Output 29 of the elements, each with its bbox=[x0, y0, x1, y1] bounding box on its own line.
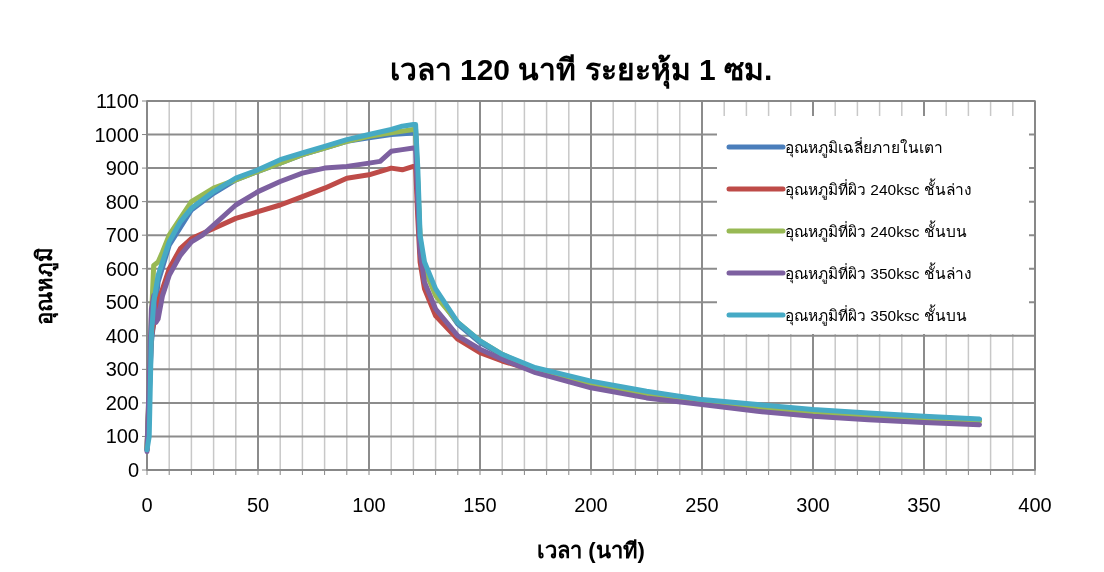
y-tick-label: 800 bbox=[105, 190, 139, 213]
y-tick-label: 100 bbox=[105, 425, 139, 448]
y-tick-label: 900 bbox=[105, 157, 139, 180]
y-tick-label: 500 bbox=[105, 291, 139, 314]
y-tick-label: 600 bbox=[105, 257, 139, 280]
x-tick-label: 50 bbox=[246, 494, 270, 516]
y-tick-label: 300 bbox=[105, 358, 139, 381]
x-tick-label: 150 bbox=[463, 494, 497, 516]
y-tick-label: 1000 bbox=[94, 123, 139, 146]
y-tick-label: 700 bbox=[105, 224, 139, 247]
y-tick-label: 400 bbox=[105, 324, 139, 347]
x-tick-label: 100 bbox=[352, 494, 386, 516]
chart-title: เวลา 120 นาที ระยะหุ้ม 1 ซม. bbox=[389, 53, 773, 89]
y-tick-label: 1100 bbox=[95, 90, 139, 112]
legend-label: อุณหภูมิที่ผิว 350ksc ชั้นบน bbox=[785, 304, 967, 326]
x-tick-label: 350 bbox=[907, 494, 941, 516]
x-tick-label: 400 bbox=[1018, 494, 1052, 516]
y-tick-label: 0 bbox=[127, 459, 139, 481]
legend-label: อุณหภูมิเฉลี่ยภายในเตา bbox=[785, 137, 943, 158]
legend-label: อุณหภูมิที่ผิว 240ksc ชั้นล่าง bbox=[785, 178, 972, 200]
x-tick-label: 250 bbox=[685, 494, 719, 516]
x-axis-title: เวลา (นาที) bbox=[537, 538, 645, 563]
legend-label: อุณหภูมิที่ผิว 350ksc ชั้นล่าง bbox=[785, 262, 972, 284]
legend-label: อุณหภูมิที่ผิว 240ksc ชั้นบน bbox=[785, 220, 967, 242]
x-tick-label: 200 bbox=[574, 494, 608, 516]
x-tick-label: 300 bbox=[796, 494, 830, 516]
y-tick-label: 200 bbox=[105, 391, 139, 414]
y-axis-title: อุณหภูมิ bbox=[32, 246, 59, 325]
x-tick-label: 0 bbox=[141, 494, 153, 516]
